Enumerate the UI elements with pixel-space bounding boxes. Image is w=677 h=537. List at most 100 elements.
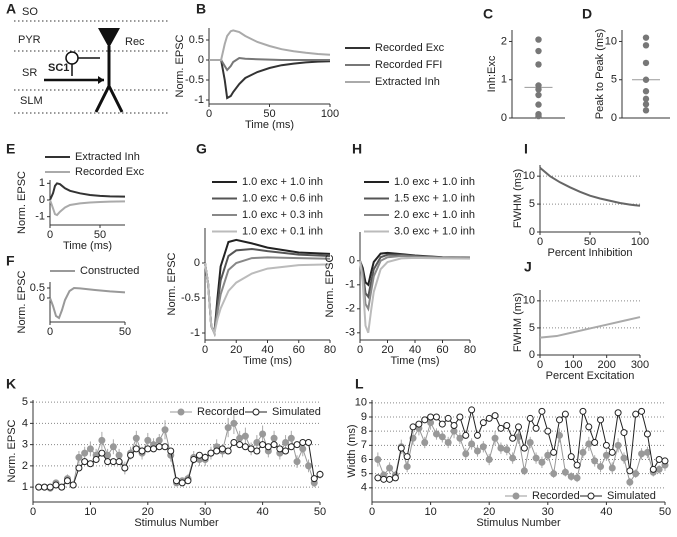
y-tick-label: -3 [345,327,355,339]
marker [614,409,622,417]
marker [144,445,152,453]
marker [655,456,663,463]
marker [655,465,663,473]
panel-label: B [196,1,206,17]
x-tick-label: 80 [324,344,336,356]
marker [104,451,112,459]
x-axis-label: Percent Excitation [546,370,635,382]
marker [98,436,106,444]
marker [380,475,388,483]
y-axis-label: Peak to Peak (ms) [594,29,606,119]
legend-label: Extracted Inh [75,151,140,163]
panel-label: E [6,141,15,157]
marker [432,430,440,438]
marker [190,456,198,463]
marker [230,439,238,446]
point [642,88,650,95]
x-tick-label: 20 [381,344,393,356]
point [642,34,650,41]
series-line [49,199,126,217]
marker [374,474,382,482]
marker [132,434,140,442]
x-tick-label: 200 [597,359,615,371]
marker [450,427,458,435]
marker [241,443,249,451]
marker [293,458,301,466]
marker [497,424,505,432]
marker [579,448,587,456]
x-tick-label: 10 [424,506,436,518]
point [642,42,650,49]
legend-label: 1.0 exc + 1.0 inh [242,176,323,188]
marker [109,443,117,451]
marker [201,453,209,461]
layer-label: SR [22,67,37,79]
marker [167,447,175,455]
marker [299,439,307,446]
input-label: SC1 [48,62,69,74]
x-tick-label: 50 [659,506,671,518]
marker [450,422,458,429]
x-axis-label: Percent Inhibition [548,247,633,259]
x-tick-label: 40 [261,344,273,356]
legend-marker [252,408,260,416]
y-tick-label: 0.5 [30,282,45,294]
marker [224,424,232,432]
marker [287,434,295,442]
marker [485,414,493,422]
marker [195,451,203,459]
marker [253,447,261,455]
marker [556,416,564,424]
marker [597,416,605,424]
marker [150,445,158,453]
marker [538,458,546,466]
marker [218,445,226,453]
marker [287,443,295,451]
marker [591,457,599,465]
legend-label: 1.0 exc + 1.0 inh [394,176,475,188]
point [535,61,542,68]
y-tick-label: 0 [349,255,355,267]
soma [98,28,120,48]
marker [81,458,89,466]
marker [224,447,232,455]
y-tick-label: 4 [22,417,28,429]
marker [602,451,610,459]
panel: H -3 -2 -1 0 Norm. EPSC 0 20 40 60 80 Time (ms) 1.0 … [324,141,476,367]
y-axis-label: FWHM (ms) [512,293,524,352]
marker [115,458,123,466]
y-tick-label: -0.5 [181,292,200,304]
marker [276,445,284,453]
marker [75,453,83,461]
y-tick-label: 0 [529,226,535,238]
marker [638,407,646,415]
y-tick-label: 10 [523,295,535,307]
series-line [209,56,330,72]
y-tick-label: 1 [501,74,507,86]
marker [316,470,324,478]
panel-label: J [524,259,532,275]
y-tick-label: 1 [22,481,28,493]
marker [155,443,163,451]
y-axis-label: FWHM (ms) [512,169,524,228]
marker [567,453,575,461]
legend-marker [177,408,185,416]
x-tick-label: 0 [537,359,543,371]
y-axis-label: Norm. EPSC [166,252,178,315]
x-axis-label: Time (ms) [390,355,439,367]
y-tick-label: 0 [611,112,617,124]
panel-label: L [355,376,364,392]
marker [444,439,452,446]
marker [620,429,628,437]
marker [391,474,399,482]
marker [579,407,587,415]
x-tick-label: 20 [483,506,495,518]
panel-label: K [6,376,16,392]
point [535,47,542,55]
x-tick-label: 40 [256,506,268,518]
marker [213,447,221,455]
marker [98,449,106,457]
